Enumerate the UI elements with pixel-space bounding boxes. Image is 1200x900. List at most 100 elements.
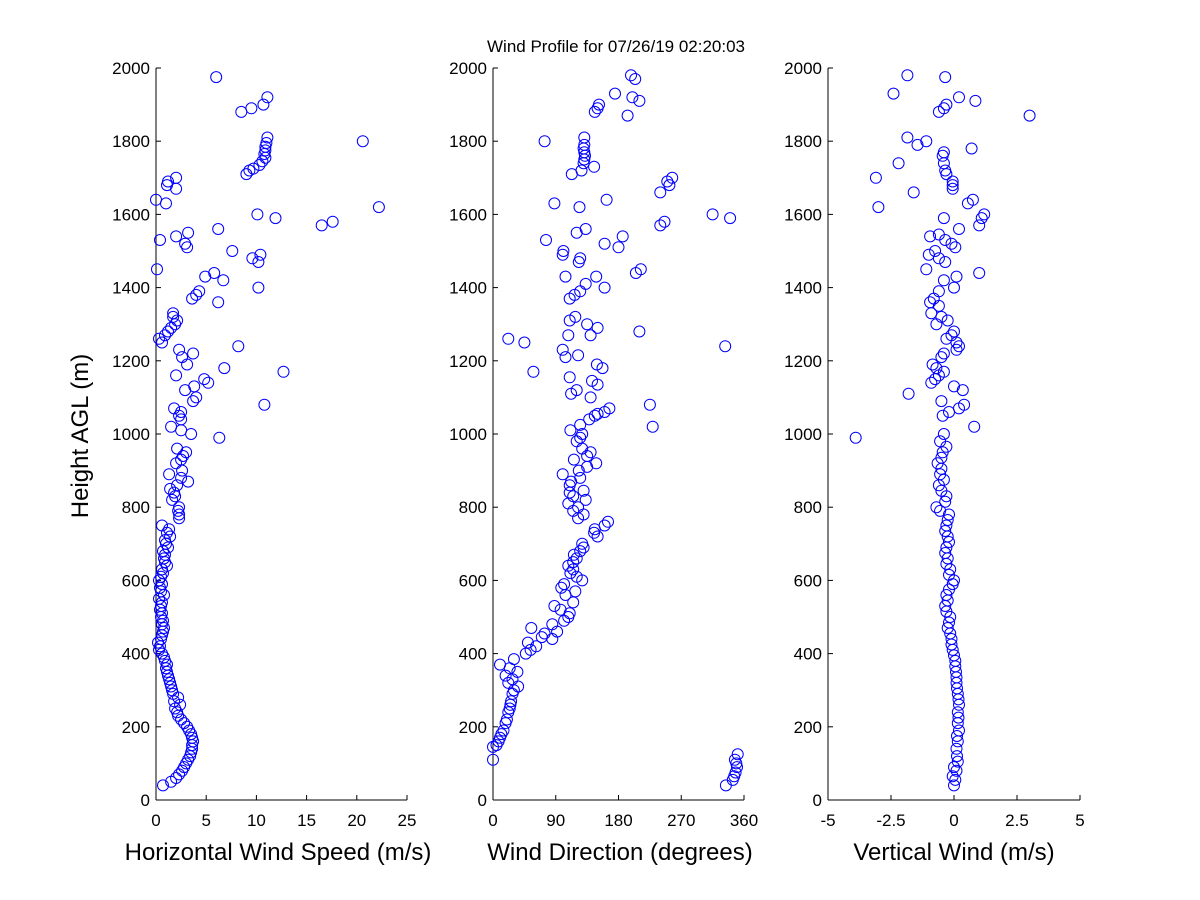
data-point	[487, 753, 499, 766]
data-point	[958, 398, 971, 411]
x-tick-label: 270	[667, 811, 695, 830]
data-point	[949, 773, 962, 786]
y-tick-label: 400	[122, 645, 150, 664]
y-tick-label: 1000	[112, 425, 150, 444]
data-point	[159, 654, 171, 667]
data-point	[185, 428, 198, 440]
data-point	[555, 581, 568, 594]
data-point	[654, 186, 667, 199]
data-point	[969, 94, 982, 107]
data-point	[939, 164, 952, 177]
data-point	[567, 453, 580, 466]
data-point	[151, 263, 163, 276]
data-point	[171, 442, 184, 455]
data-point	[253, 159, 266, 171]
x-tick-label: 180	[604, 811, 632, 830]
data-point	[612, 241, 625, 254]
data-point	[182, 475, 195, 488]
data-point	[952, 711, 965, 724]
data-point	[503, 702, 516, 715]
data-point	[187, 347, 200, 360]
data-point	[572, 349, 585, 362]
data-point	[179, 384, 192, 397]
x-tick-label: 25	[398, 811, 417, 830]
data-point	[156, 578, 168, 591]
data-point	[925, 376, 938, 389]
data-point	[953, 223, 965, 235]
data-point	[633, 325, 646, 338]
data-point	[978, 208, 991, 221]
data-point	[172, 709, 185, 722]
data-point	[161, 179, 173, 192]
data-point	[511, 665, 524, 678]
data-point	[176, 351, 189, 364]
y-tick-label: 0	[478, 791, 487, 810]
data-point	[937, 347, 950, 360]
data-point	[167, 310, 180, 323]
data-point	[563, 314, 576, 327]
data-point	[902, 387, 915, 400]
data-point	[600, 193, 613, 206]
y-tick-label: 0	[141, 791, 150, 810]
data-point	[556, 468, 569, 481]
data-point	[939, 256, 952, 268]
data-point	[591, 407, 604, 420]
data-point	[575, 164, 588, 177]
data-point	[941, 622, 954, 634]
data-point	[251, 208, 264, 221]
data-point	[564, 424, 577, 437]
y-tick-label: 1200	[784, 352, 822, 371]
data-point	[166, 684, 179, 697]
data-point	[598, 406, 611, 418]
data-point	[563, 371, 576, 384]
data-point	[559, 351, 572, 364]
data-point	[570, 552, 583, 565]
data-point	[579, 223, 592, 235]
data-point	[572, 464, 585, 477]
data-point	[609, 87, 621, 100]
data-point	[372, 201, 385, 214]
data-point	[935, 351, 948, 364]
data-point	[943, 406, 955, 418]
panel-direction: 0 200 400 600 800 1000 1200 1400 1600 1800 2000 0 90…	[449, 59, 758, 866]
data-point	[590, 358, 603, 371]
data-point	[165, 420, 178, 433]
data-point	[155, 600, 167, 612]
data-point	[937, 428, 950, 440]
data-point	[579, 277, 592, 290]
data-point	[584, 329, 597, 342]
data-point	[975, 212, 988, 225]
data-point	[156, 596, 168, 609]
y-tick-label: 2000	[112, 59, 150, 78]
y-tick-label: 1200	[449, 352, 487, 371]
data-point	[578, 138, 591, 151]
data-point	[175, 424, 188, 437]
data-point	[578, 146, 591, 159]
data-point	[934, 468, 947, 481]
data-point	[170, 772, 183, 784]
data-point	[929, 245, 942, 257]
data-point	[937, 146, 950, 159]
data-point	[156, 336, 168, 349]
data-point	[920, 135, 933, 148]
data-point	[932, 228, 945, 241]
data-point	[218, 362, 231, 375]
data-point	[175, 471, 188, 484]
data-point	[593, 98, 605, 111]
data-point	[966, 193, 979, 206]
data-point	[950, 270, 963, 283]
data-point	[719, 340, 732, 353]
data-point	[163, 673, 176, 686]
data-point	[540, 234, 552, 246]
data-point	[173, 343, 186, 356]
data-point	[573, 201, 586, 214]
data-point	[937, 157, 950, 170]
panel-speed: 0 200 400 600 800 1000 1200 1400 1600 1800 2000 0 5 1…	[112, 59, 431, 866]
data-point	[187, 395, 200, 408]
data-point	[165, 680, 178, 693]
data-point	[574, 252, 587, 265]
data-point	[245, 102, 258, 115]
x-tick-label: 2.5	[1005, 811, 1029, 830]
data-point	[163, 468, 176, 481]
data-point	[521, 636, 534, 649]
